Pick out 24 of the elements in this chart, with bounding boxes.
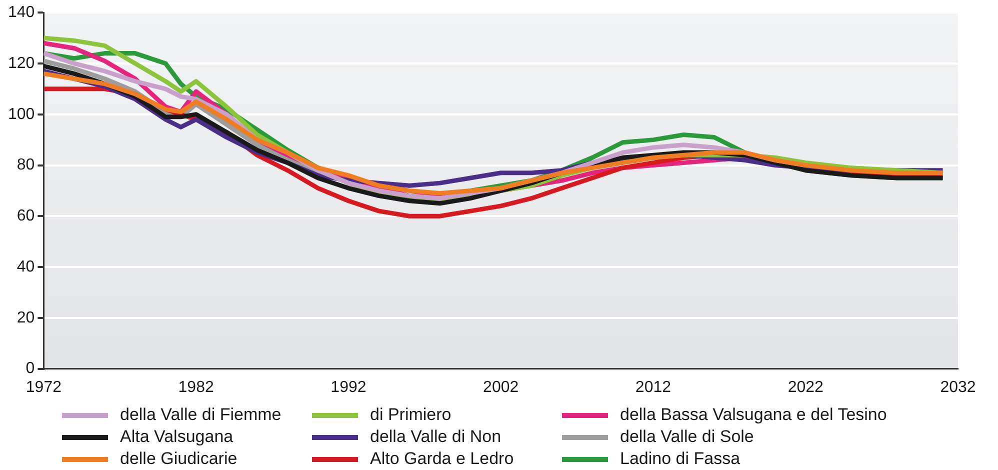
y-tick-label: 40 <box>16 258 35 276</box>
y-tick-label: 140 <box>8 4 35 22</box>
y-tick-label: 20 <box>16 309 35 326</box>
y-tick-label: 0 <box>26 360 35 378</box>
legend-label: Alta Valsugana <box>120 427 234 447</box>
legend-label: della Valle di Sole <box>620 427 754 447</box>
x-tick-label: 2022 <box>788 378 824 396</box>
y-tick-label: 120 <box>8 54 35 72</box>
x-tick-label: 1972 <box>26 378 62 396</box>
x-tick-label: 1982 <box>178 378 214 396</box>
y-tick-label: 80 <box>16 156 35 174</box>
legend-label: Alto Garda e Ledro <box>370 449 514 469</box>
legend-label: della Valle di Non <box>370 427 502 447</box>
x-tick-label: 2002 <box>483 378 519 396</box>
legend-label: delle Giudicarie <box>120 449 238 469</box>
legend-label: Ladino di Fassa <box>620 449 740 469</box>
x-tick-label: 1992 <box>330 378 366 396</box>
x-tick-label: 2032 <box>940 378 976 396</box>
legend-label: della Valle di Fiemme <box>120 405 282 425</box>
y-tick-label: 100 <box>8 106 35 123</box>
y-tick-label: 60 <box>16 208 35 225</box>
x-tick-label: 2012 <box>635 378 672 396</box>
legend-label: della Bassa Valsugana e del Tesino <box>620 405 887 425</box>
legend-label: di Primiero <box>370 405 452 425</box>
